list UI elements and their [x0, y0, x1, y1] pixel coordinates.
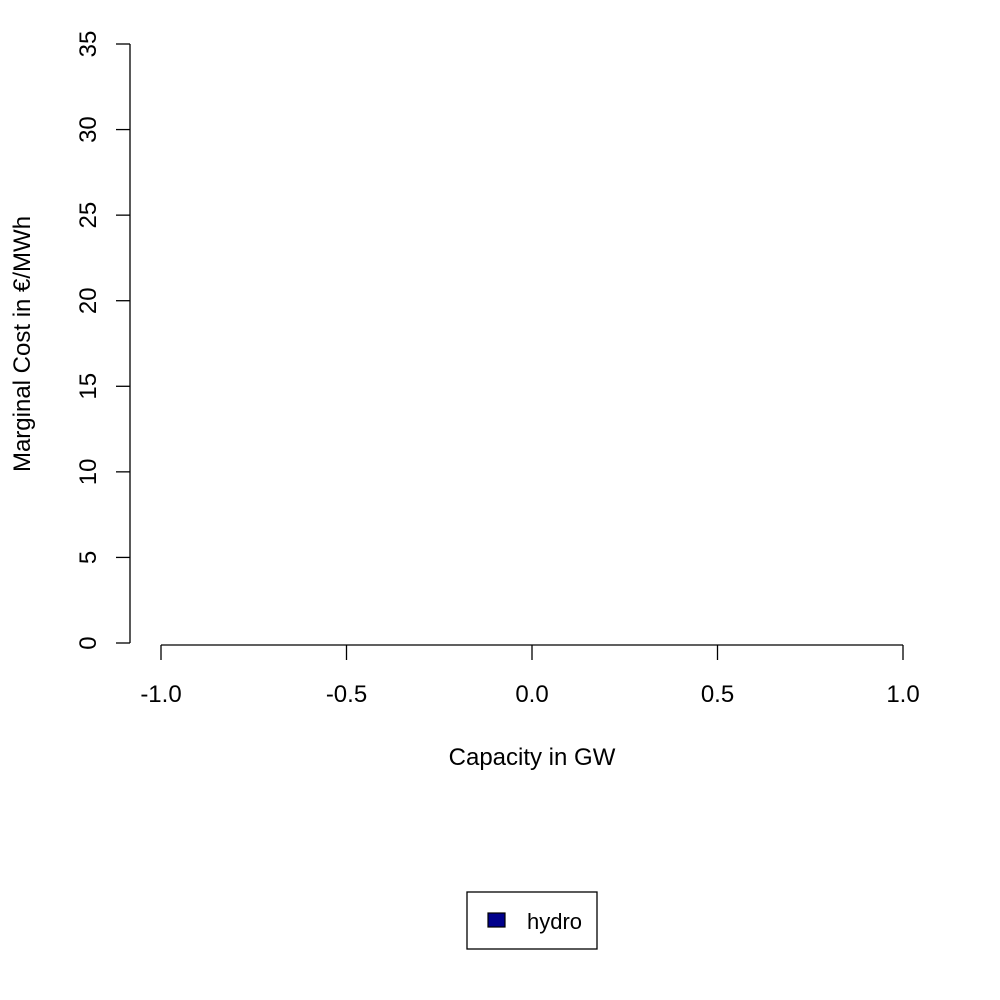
y-axis-title: Marginal Cost in €/MWh — [9, 216, 36, 472]
legend-label-hydro: hydro — [527, 909, 582, 934]
y-tick-label: 25 — [75, 202, 102, 229]
x-axis: -1.0 -0.5 0.0 0.5 1.0 — [140, 644, 920, 708]
x-tick-label: 0.0 — [515, 681, 548, 708]
x-tick-label: 1.0 — [886, 681, 919, 708]
y-axis: 0 5 10 15 20 25 30 35 — [75, 31, 131, 650]
x-tick-label: -1.0 — [140, 681, 181, 708]
y-tick-label: 20 — [75, 287, 102, 314]
y-tick-label: 30 — [75, 116, 102, 143]
legend-swatch-hydro — [487, 912, 506, 928]
x-tick-label: -0.5 — [326, 681, 367, 708]
y-tick-label: 10 — [75, 459, 102, 486]
x-axis-title: Capacity in GW — [449, 744, 616, 771]
x-tick-label: 0.5 — [701, 681, 734, 708]
y-tick-label: 35 — [75, 31, 102, 58]
legend: hydro — [466, 891, 598, 950]
y-tick-label: 5 — [75, 551, 102, 564]
y-tick-label: 0 — [75, 636, 102, 649]
y-tick-label: 15 — [75, 373, 102, 400]
